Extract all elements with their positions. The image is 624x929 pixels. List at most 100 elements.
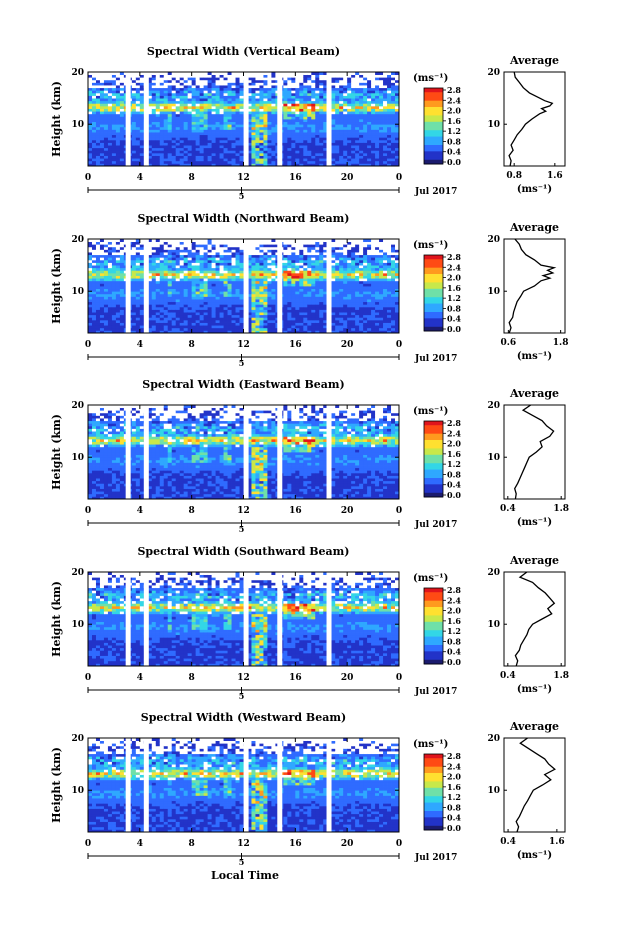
heatmap-cell [267, 111, 272, 115]
heatmap-cell [303, 252, 308, 256]
heatmap-cell [91, 254, 97, 258]
heatmap-cell [107, 283, 113, 287]
heatmap-cell [235, 278, 240, 282]
heatmap-cell [295, 100, 300, 104]
heatmap-cell [175, 116, 181, 120]
heatmap-cell [291, 325, 296, 329]
heatmap-cell [179, 306, 185, 310]
heatmap-cell [303, 132, 308, 136]
heatmap-cell [107, 82, 113, 86]
heatmap-cell [287, 259, 292, 263]
heatmap-cell [351, 79, 356, 83]
heatmap-cell [331, 142, 336, 146]
heatmap-cell [355, 82, 360, 86]
heatmap-cell [315, 319, 320, 323]
heatmap-cell [195, 126, 201, 130]
heatmap-cell [315, 145, 320, 149]
heatmap-cell [299, 317, 304, 321]
heatmap-cell [159, 270, 165, 274]
heatmap-cell [307, 244, 312, 248]
heatmap-cell [271, 257, 276, 261]
heatmap-cell [183, 299, 189, 303]
heatmap-cell [339, 92, 344, 96]
heatmap-cell [219, 79, 224, 83]
heatmap-cell [355, 152, 360, 156]
heatmap-cell [163, 126, 169, 130]
heatmap-cell [307, 129, 312, 133]
heatmap-cell [215, 158, 220, 162]
heatmap-cell [323, 137, 328, 141]
heatmap-cell [183, 85, 189, 89]
heatmap-cell [263, 325, 268, 329]
heatmap-cell [367, 108, 372, 112]
heatmap-cell [171, 160, 177, 164]
heatmap-cell [103, 249, 109, 253]
heatmap-cell [251, 296, 256, 300]
heatmap-cell [183, 150, 189, 154]
heatmap-cell [335, 74, 340, 78]
heatmap-cell [295, 90, 300, 94]
heatmap-cell [111, 322, 117, 326]
heatmap-cell [323, 74, 328, 78]
heatmap-cell [347, 124, 352, 128]
heatmap-cell [175, 150, 181, 154]
heatmap-cell [183, 121, 189, 125]
heatmap-cell [347, 105, 352, 109]
heatmap-cell [191, 105, 197, 109]
heatmap-cell [135, 319, 141, 323]
heatmap-cell [363, 116, 368, 120]
heatmap-cell [375, 116, 380, 120]
heatmap-cell [135, 124, 141, 128]
heatmap-cell [167, 293, 173, 297]
heatmap-cell [88, 77, 93, 81]
heatmap-cell [147, 108, 153, 112]
heatmap-cell [183, 113, 189, 117]
x-tick-label: 12 [237, 173, 250, 183]
heatmap-cell [207, 322, 213, 326]
heatmap-cell [219, 286, 224, 290]
heatmap-cell [187, 278, 193, 282]
heatmap-cell [99, 257, 105, 261]
heatmap-cell [107, 163, 113, 167]
heatmap-cell [195, 275, 201, 279]
heatmap-cell [183, 137, 189, 141]
heatmap-cell [119, 155, 125, 159]
heatmap-cell [295, 306, 300, 310]
heatmap-cell [119, 286, 125, 290]
heatmap-cell [307, 317, 312, 321]
heatmap-cell [351, 139, 356, 143]
heatmap-cell [307, 111, 312, 115]
heatmap-cell [255, 155, 260, 159]
heatmap-cell [219, 103, 224, 107]
heatmap-cell [291, 142, 296, 146]
heatmap-cell [167, 288, 173, 292]
heatmap-cell [323, 116, 328, 120]
heatmap-cell [107, 288, 113, 292]
heatmap-cell [147, 121, 153, 125]
heatmap-cell [247, 278, 252, 282]
heatmap-cell [299, 90, 304, 94]
heatmap-cell [367, 90, 372, 94]
heatmap-cell [335, 82, 340, 86]
data-gap [326, 72, 332, 166]
heatmap-cell [319, 111, 324, 115]
heatmap-cell [88, 145, 93, 149]
heatmap-cell [115, 288, 121, 292]
heatmap-cell [283, 137, 288, 141]
heatmap-cell [219, 142, 224, 146]
heatmap-cell [167, 103, 173, 107]
heatmap-cell [91, 283, 97, 287]
heatmap-cell [263, 147, 268, 151]
heatmap-cell [363, 147, 368, 151]
heatmap-cell [375, 100, 380, 104]
heatmap-cell [283, 124, 288, 128]
heatmap-cell [215, 160, 220, 164]
heatmap-cell [307, 155, 312, 159]
heatmap-cell [239, 291, 244, 295]
heatmap-cell [307, 330, 312, 334]
heatmap-cell [291, 293, 296, 297]
heatmap-cell [135, 82, 141, 86]
heatmap-cell [307, 95, 312, 99]
heatmap-cell [219, 304, 224, 308]
heatmap-cell [88, 272, 93, 276]
